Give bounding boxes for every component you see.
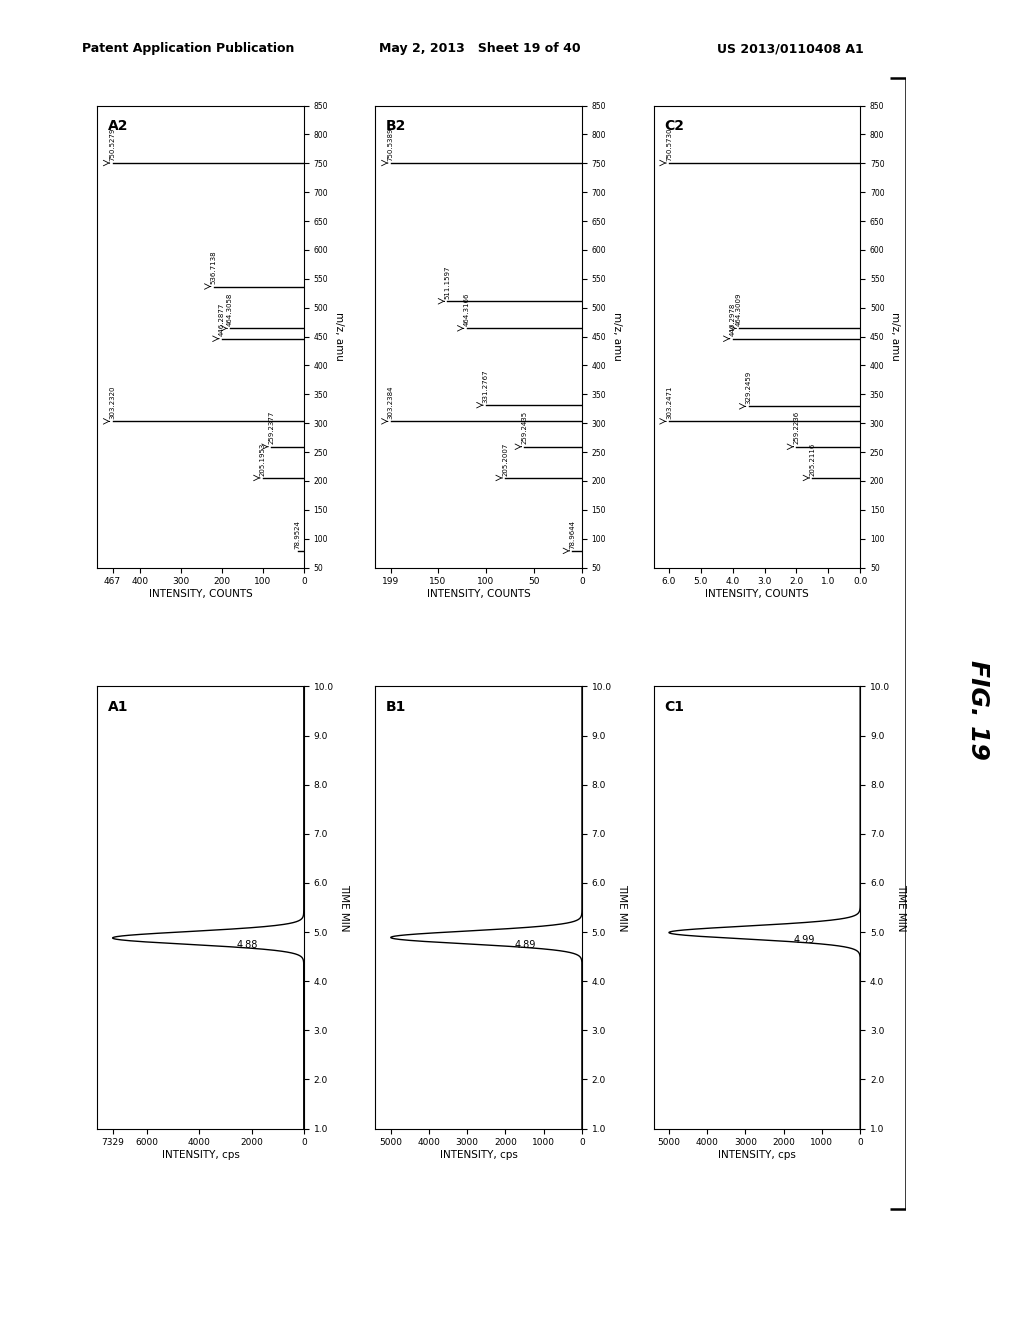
Text: 536.7138: 536.7138 (211, 251, 217, 284)
Text: 464.3009: 464.3009 (736, 293, 742, 326)
Text: 259.2435: 259.2435 (521, 412, 527, 445)
Text: B2: B2 (386, 120, 407, 133)
Y-axis label: TIME MIN: TIME MIN (617, 884, 628, 931)
X-axis label: INTENSITY, cps: INTENSITY, cps (439, 1150, 518, 1160)
Text: 464.3166: 464.3166 (464, 293, 470, 326)
Text: 750.5730: 750.5730 (666, 127, 672, 161)
Text: C1: C1 (664, 700, 684, 714)
Text: 205.2116: 205.2116 (809, 442, 815, 475)
Text: FIG. 19: FIG. 19 (966, 660, 990, 759)
Text: 303.2320: 303.2320 (110, 385, 116, 418)
Text: 446.2877: 446.2877 (219, 304, 225, 337)
Text: 78.9524: 78.9524 (295, 520, 301, 549)
Text: A2: A2 (108, 120, 128, 133)
Text: A1: A1 (108, 700, 128, 714)
Text: 4.88: 4.88 (237, 940, 258, 950)
X-axis label: INTENSITY, COUNTS: INTENSITY, COUNTS (706, 589, 809, 599)
Y-axis label: TIME MIN: TIME MIN (896, 884, 905, 931)
Text: 205.1953: 205.1953 (260, 442, 266, 475)
Text: 750.5389: 750.5389 (388, 127, 394, 161)
X-axis label: INTENSITY, cps: INTENSITY, cps (162, 1150, 240, 1160)
Text: 303.2471: 303.2471 (666, 385, 672, 418)
Text: Patent Application Publication: Patent Application Publication (82, 42, 294, 55)
Text: 446.2978: 446.2978 (730, 304, 735, 337)
Y-axis label: m/z, amu: m/z, amu (612, 312, 622, 362)
Text: US 2013/0110408 A1: US 2013/0110408 A1 (717, 42, 863, 55)
Text: 329.2459: 329.2459 (745, 371, 752, 404)
Text: 464.3058: 464.3058 (227, 293, 233, 326)
Text: 259.2377: 259.2377 (268, 411, 274, 445)
Text: 750.5279: 750.5279 (110, 127, 116, 161)
Text: 331.2767: 331.2767 (483, 370, 488, 403)
Text: 4.89: 4.89 (515, 940, 537, 950)
Text: 205.2007: 205.2007 (502, 442, 508, 475)
X-axis label: INTENSITY, COUNTS: INTENSITY, COUNTS (427, 589, 530, 599)
Text: 511.1597: 511.1597 (444, 265, 451, 298)
Text: 4.99: 4.99 (794, 935, 815, 945)
Text: 78.9644: 78.9644 (569, 520, 575, 549)
Text: 303.2384: 303.2384 (388, 385, 394, 418)
X-axis label: INTENSITY, cps: INTENSITY, cps (718, 1150, 796, 1160)
Text: B1: B1 (386, 700, 407, 714)
X-axis label: INTENSITY, COUNTS: INTENSITY, COUNTS (148, 589, 252, 599)
Y-axis label: m/z, amu: m/z, amu (890, 312, 900, 362)
Y-axis label: m/z, amu: m/z, amu (334, 312, 344, 362)
Text: 259.2236: 259.2236 (794, 412, 800, 445)
Text: C2: C2 (664, 120, 684, 133)
Text: May 2, 2013   Sheet 19 of 40: May 2, 2013 Sheet 19 of 40 (379, 42, 581, 55)
Y-axis label: TIME MIN: TIME MIN (339, 884, 349, 931)
